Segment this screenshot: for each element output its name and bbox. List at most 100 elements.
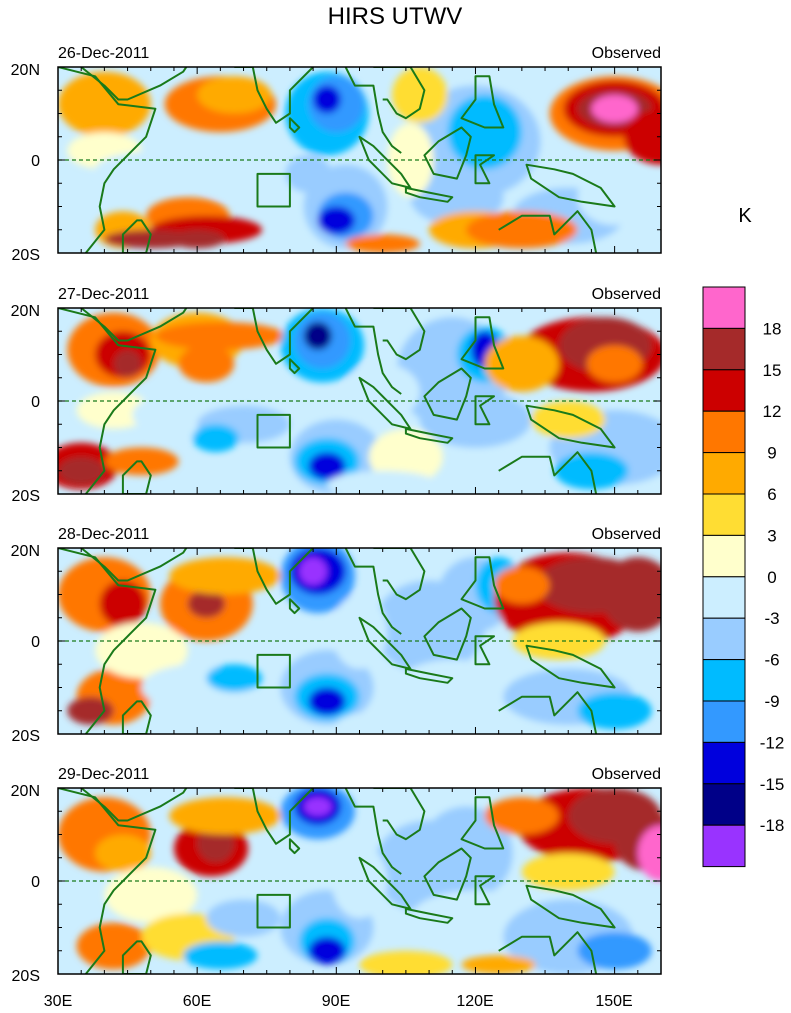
map-panel-4: 29-Dec-2011 Observed 20N 0 20S: [11, 766, 662, 985]
anomaly-blob: [308, 936, 346, 965]
coastline: [256, 413, 291, 449]
anomaly-blob: [484, 335, 559, 392]
anomaly-blob: [113, 349, 142, 378]
anomaly-blob: [178, 345, 235, 383]
map-frame: [57, 66, 662, 254]
colorbar-swatch: [702, 493, 746, 536]
lat-label-20s: 20S: [12, 247, 40, 264]
lat-label-20s: 20S: [12, 968, 40, 985]
colorbar-swatch: [702, 327, 746, 371]
lon-label: 30E: [44, 993, 72, 1010]
colorbar-tick-label: -3: [764, 609, 779, 628]
coastline-map: [58, 308, 616, 494]
colorbar-tick-label: 9: [767, 444, 776, 463]
coastline: [121, 940, 152, 974]
colorbar-tick-label: 15: [763, 361, 782, 380]
anomaly-blob: [586, 345, 643, 383]
panel-label: Observed: [592, 526, 661, 543]
colorbar-swatch: [702, 700, 746, 743]
anomaly-blob: [58, 456, 105, 485]
colorbar-swatch: [702, 452, 746, 495]
coastline-map: [58, 548, 616, 734]
lat-label-equator: 0: [31, 634, 40, 651]
coastline: [58, 308, 157, 494]
coastline: [525, 644, 616, 689]
anomaly-blob: [521, 853, 615, 891]
lon-label: 60E: [183, 993, 211, 1010]
coastline: [460, 316, 505, 370]
anomaly-blob: [58, 71, 151, 137]
colorbar-tick-label: 0: [767, 568, 776, 587]
anomaly-blob: [197, 76, 272, 114]
lat-label-20s: 20S: [12, 728, 40, 745]
colorbar-swatch: [702, 783, 746, 826]
anomaly-blob: [461, 955, 536, 974]
lat-label-equator: 0: [31, 153, 40, 170]
coastline: [474, 875, 495, 906]
lat-label-20n: 20N: [11, 62, 40, 79]
map-frame: [57, 547, 662, 735]
colorbar-swatches: [702, 286, 746, 868]
coastline: [58, 548, 157, 734]
anomaly-field: [58, 788, 661, 974]
colorbar-tick-label: -9: [764, 692, 779, 711]
panel-label: Observed: [592, 766, 661, 783]
panel-label: Observed: [592, 286, 661, 303]
anomaly-blob: [577, 932, 652, 970]
colorbar-swatch: [702, 369, 746, 412]
coastline: [423, 847, 472, 901]
lat-label-20n: 20N: [11, 783, 40, 800]
colorbar-swatch: [702, 534, 746, 578]
coastline: [288, 598, 301, 615]
anomaly-blob: [600, 557, 661, 632]
lon-label: 120E: [456, 993, 493, 1010]
lon-label: 90E: [322, 993, 350, 1010]
colorbar-tick-label: -15: [760, 775, 785, 794]
map-frame: [57, 307, 662, 495]
colorbar-tick-label: 12: [763, 402, 782, 421]
lat-label-equator: 0: [31, 394, 40, 411]
colorbar: K 18 15 12 9 6 3 0 -3 -6 -9 -12 -15 -18: [702, 205, 785, 868]
anomaly-blob: [336, 710, 430, 734]
panel-label: Observed: [592, 45, 661, 62]
colorbar-tick-label: 3: [767, 526, 776, 545]
lon-label: 150E: [595, 993, 632, 1010]
anomaly-blob: [197, 160, 290, 198]
anomaly-blob: [466, 211, 578, 249]
anomaly-blob: [169, 797, 281, 835]
coastline: [404, 667, 454, 684]
panel-date: 29-Dec-2011: [58, 766, 149, 783]
coastline: [344, 788, 402, 875]
coastline: [344, 67, 402, 154]
coastline: [498, 451, 598, 494]
coastline: [256, 893, 291, 929]
coastline: [288, 117, 301, 134]
coastline: [344, 548, 402, 635]
map-panel-3: 28-Dec-2011 Observed 20N 0 20S: [11, 526, 662, 745]
map-frame: [57, 787, 662, 975]
coastline: [525, 404, 616, 449]
coastline: [288, 838, 301, 855]
anomaly-blob: [577, 692, 652, 730]
anomaly-blob: [327, 470, 439, 494]
colorbar-tick-label: 6: [767, 485, 776, 504]
coastline: [58, 788, 157, 974]
colorbar-labels: 18 15 12 9 6 3 0 -3 -6 -9 -12 -15 -18: [760, 319, 785, 835]
coastline: [373, 67, 426, 120]
anomaly-blob: [192, 424, 239, 453]
anomaly-blob: [484, 797, 559, 835]
anomaly-blob: [368, 428, 443, 485]
colorbar-swatch: [702, 824, 746, 868]
coastline: [121, 460, 152, 494]
anomaly-blob: [303, 797, 332, 816]
anomaly-blob: [183, 941, 258, 970]
coastline: [404, 186, 454, 203]
anomaly-blob: [637, 825, 661, 881]
anomaly-blob: [67, 696, 114, 725]
lat-label-20n: 20N: [11, 543, 40, 560]
coastline: [474, 154, 495, 185]
anomaly-blob: [591, 94, 638, 123]
panel-date: 28-Dec-2011: [58, 526, 149, 543]
coastline: [460, 796, 505, 850]
anomaly-blob: [206, 664, 263, 693]
